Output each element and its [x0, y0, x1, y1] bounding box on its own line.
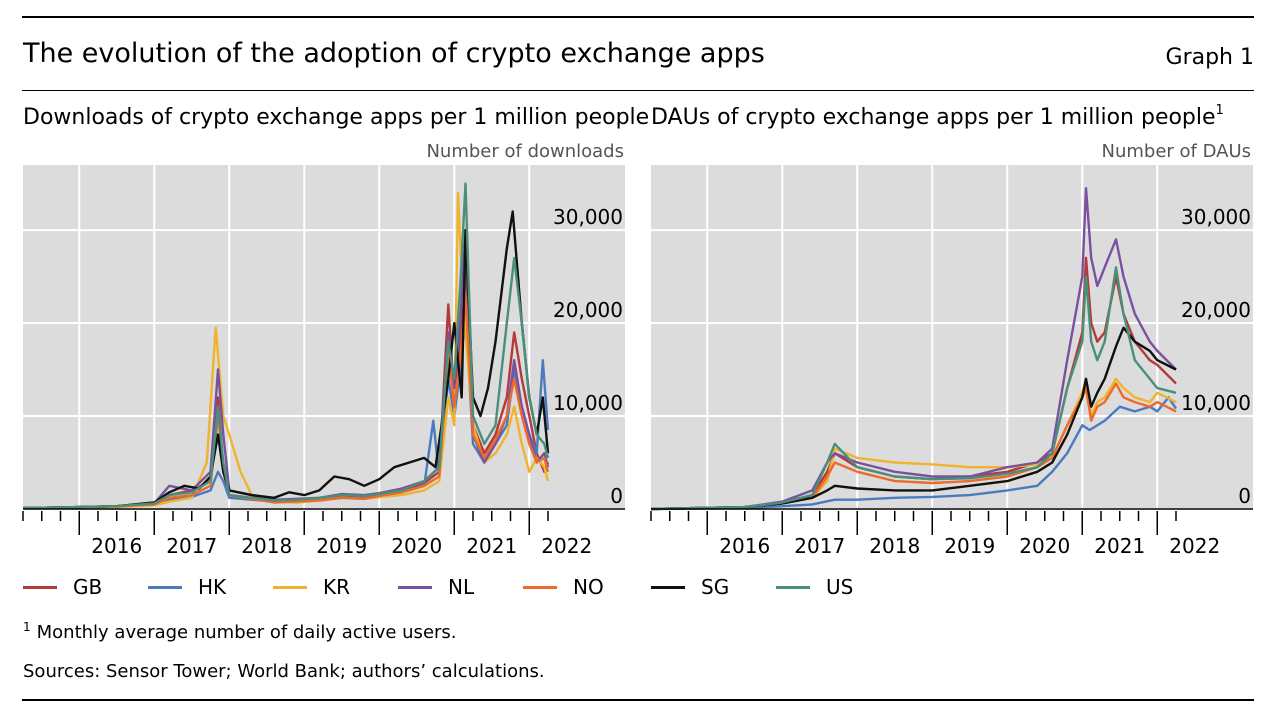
right-subtitle-text: DAUs of crypto exchange apps per 1 milli…	[651, 105, 1216, 130]
series-line-US	[650, 266, 1177, 511]
plot-area	[651, 165, 1253, 509]
right-chart-subtitle: DAUs of crypto exchange apps per 1 milli…	[651, 103, 1224, 130]
footnote: 1 Monthly average number of daily active …	[23, 620, 457, 643]
x-tick-label: 2016	[91, 534, 142, 558]
title-rule	[22, 90, 1254, 91]
legend-swatch	[651, 585, 685, 589]
legend-item-no: NO	[523, 575, 648, 599]
legend-label: NL	[448, 575, 475, 599]
y-tick-label: 0	[1238, 484, 1251, 508]
y-tick-label: 20,000	[553, 298, 623, 322]
legend-item-nl: NL	[398, 575, 523, 599]
x-tick-label: 2017	[166, 534, 217, 558]
legend-label: GB	[73, 575, 103, 599]
top-rule	[22, 16, 1254, 18]
legend-label: US	[826, 575, 854, 599]
legend-swatch	[148, 585, 182, 589]
legend-swatch	[23, 585, 57, 589]
y-tick-label: 30,000	[1181, 205, 1251, 229]
graph-number: Graph 1	[1165, 45, 1254, 70]
legend-swatch	[273, 585, 307, 589]
x-tick-label: 2022	[541, 534, 592, 558]
legend-item-gb: GB	[23, 575, 148, 599]
x-tick-label: 2022	[1169, 534, 1220, 558]
right-subtitle-footnote-mark: 1	[1215, 103, 1224, 118]
y-tick-label: 10,000	[553, 391, 623, 415]
legend-left: GB HK KR NL NO	[23, 575, 648, 599]
bottom-rule	[22, 699, 1254, 701]
sources: Sources: Sensor Tower; World Bank; autho…	[23, 661, 545, 682]
legend-item-sg: SG	[651, 575, 776, 599]
right-y-unit: Number of DAUs	[1101, 141, 1251, 162]
legend-item-us: US	[776, 575, 901, 599]
series-line-US	[22, 182, 550, 510]
left-chart-subtitle: Downloads of crypto exchange apps per 1 …	[23, 105, 649, 130]
series-line-NO	[650, 382, 1177, 511]
series-line-HK	[650, 396, 1177, 511]
x-tick-label: 2021	[466, 534, 517, 558]
x-tick-label: 2020	[1019, 534, 1070, 558]
y-tick-label: 20,000	[1181, 298, 1251, 322]
legend-item-kr: KR	[273, 575, 398, 599]
y-tick-label: 10,000	[1181, 391, 1251, 415]
legend-label: HK	[198, 575, 227, 599]
legend-item-hk: HK	[148, 575, 273, 599]
series-line-NL	[22, 228, 550, 510]
series-line-NO	[22, 294, 550, 510]
footnote-mark: 1	[23, 620, 31, 634]
x-tick-label: 2017	[794, 534, 845, 558]
left-y-unit: Number of downloads	[426, 141, 624, 162]
x-tick-label: 2021	[1094, 534, 1145, 558]
series-line-SG	[650, 326, 1177, 511]
x-tick-label: 2016	[719, 534, 770, 558]
x-tick-label: 2018	[869, 534, 920, 558]
legend-swatch	[523, 585, 557, 589]
legend-swatch	[776, 585, 810, 589]
y-tick-label: 0	[610, 484, 623, 508]
legend-label: KR	[323, 575, 351, 599]
footnote-text: Monthly average number of daily active u…	[36, 622, 457, 643]
x-tick-label: 2019	[316, 534, 367, 558]
legend-right: SG US	[651, 575, 901, 599]
figure-title: The evolution of the adoption of crypto …	[23, 38, 765, 69]
x-tick-label: 2019	[944, 534, 995, 558]
legend-label: NO	[573, 575, 604, 599]
legend-swatch	[398, 585, 432, 589]
legend-label: SG	[701, 575, 730, 599]
x-tick-label: 2018	[241, 534, 292, 558]
x-tick-label: 2020	[391, 534, 442, 558]
y-tick-label: 30,000	[553, 205, 623, 229]
left-subtitle-text: Downloads of crypto exchange apps per 1 …	[23, 105, 650, 130]
